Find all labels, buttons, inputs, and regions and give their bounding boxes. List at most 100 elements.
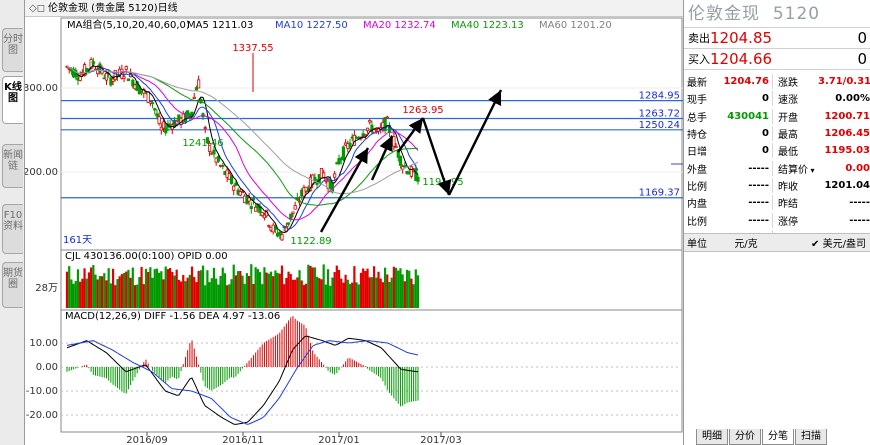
volume-bar bbox=[278, 273, 281, 308]
candle-body bbox=[91, 61, 95, 65]
volume-bar bbox=[416, 275, 420, 308]
volume-bar bbox=[116, 279, 119, 308]
dropdown-arrow-icon[interactable]: ▾ bbox=[808, 165, 815, 175]
volume-bar bbox=[245, 273, 248, 308]
volume-bar bbox=[375, 277, 378, 308]
buy-label: 买入 bbox=[688, 53, 710, 66]
ma-legend-item: MA20 1232.74 bbox=[363, 20, 436, 31]
unit-row: 单位 元/克 ✔ 美元/盎司 bbox=[684, 233, 870, 252]
volume-bar bbox=[155, 268, 159, 308]
volume-bar bbox=[188, 274, 191, 308]
volume-bar bbox=[390, 277, 393, 308]
candle-body bbox=[322, 172, 326, 178]
stat-value: 1200.71 bbox=[824, 110, 870, 122]
tab-timeshare[interactable]: 分时图 bbox=[2, 28, 23, 72]
candle-body bbox=[216, 156, 220, 162]
volume-bar bbox=[98, 276, 102, 308]
tab-ticks[interactable]: 分笔 bbox=[762, 429, 794, 445]
instrument-code: 5120 bbox=[772, 4, 821, 24]
x-axis-label: 2017/01 bbox=[318, 435, 360, 445]
candle-body bbox=[341, 146, 346, 161]
candle-body bbox=[194, 87, 199, 91]
tab-futures-circle[interactable]: 期货圈 bbox=[2, 262, 23, 308]
stat-label: 最高 bbox=[772, 126, 818, 142]
candle-body bbox=[197, 79, 201, 89]
candle-body bbox=[192, 96, 196, 100]
stat-value: 1204.76 bbox=[723, 76, 769, 88]
volume-label: CJL 430136.00(0:100) OPID 0.00 bbox=[65, 251, 228, 262]
candle-body bbox=[155, 113, 159, 117]
stat-row: 比例 ----- 涨停 ----- bbox=[684, 211, 870, 228]
volume-bar bbox=[324, 284, 327, 308]
candle-body bbox=[333, 173, 337, 178]
low-label: 1241.46 bbox=[182, 138, 223, 149]
sell-volume: 0 bbox=[857, 29, 867, 47]
volume-bar bbox=[394, 267, 398, 308]
volume-bar bbox=[197, 270, 200, 308]
candle-body bbox=[153, 108, 157, 111]
tab-scan[interactable]: 扫描 bbox=[795, 429, 827, 445]
volume-bar bbox=[294, 279, 297, 308]
volume-bar bbox=[177, 279, 180, 308]
candle-body bbox=[207, 143, 212, 152]
volume-bar bbox=[272, 276, 275, 308]
stat-value: 1206.45 bbox=[824, 128, 870, 140]
volume-bar bbox=[368, 277, 371, 308]
volume-bar bbox=[208, 282, 211, 308]
candle-body bbox=[126, 78, 131, 82]
volume-bar bbox=[263, 267, 266, 308]
volume-bar bbox=[151, 277, 154, 308]
volume-bar bbox=[65, 271, 69, 308]
volume-bar bbox=[309, 265, 312, 308]
candle-body bbox=[251, 198, 256, 201]
tab-news[interactable]: 新闻链 bbox=[2, 144, 23, 188]
volume-bar bbox=[296, 277, 299, 308]
volume-bar bbox=[136, 284, 139, 308]
volume-bar bbox=[258, 272, 262, 308]
candle-body bbox=[278, 231, 282, 236]
macd-dea-line bbox=[66, 340, 419, 425]
candle-body bbox=[262, 214, 267, 219]
volume-bar bbox=[335, 265, 338, 308]
sell-row: 卖出 1204.85 0 bbox=[684, 28, 870, 49]
trend-arrow bbox=[447, 89, 503, 196]
stat-label: 最低 bbox=[772, 143, 818, 159]
stat-label: 速涨 bbox=[772, 91, 818, 107]
volume-bar bbox=[70, 279, 73, 308]
stat-value: ----- bbox=[849, 197, 870, 209]
candle-body bbox=[368, 120, 372, 123]
candle-body bbox=[157, 116, 161, 125]
tab-kline[interactable]: K线图 bbox=[2, 76, 23, 124]
unit-value[interactable]: 元/克 bbox=[734, 239, 758, 250]
candle-body bbox=[122, 76, 126, 79]
tab-detail[interactable]: 明细 bbox=[696, 429, 728, 445]
volume-bar bbox=[212, 267, 216, 308]
volume-bar bbox=[283, 284, 286, 308]
chart-title: 伦敦金现 (贵金属 5120)日线 bbox=[48, 3, 178, 14]
stat-label: 涨跌 bbox=[772, 74, 818, 90]
moving-average-line bbox=[66, 65, 419, 221]
volume-bar bbox=[158, 272, 161, 308]
candle-body bbox=[148, 101, 152, 104]
volume-bar bbox=[147, 271, 150, 308]
unit-alt-option[interactable]: ✔ 美元/盎司 bbox=[772, 235, 870, 250]
volume-bar bbox=[329, 285, 332, 308]
stat-value: 0.00% bbox=[835, 93, 870, 105]
chart-area[interactable]: ◇◻ 伦敦金现 (贵金属 5120)日线 MA组合(5,10,20,40,60,0… bbox=[25, 0, 683, 445]
volume-bar bbox=[149, 267, 152, 308]
stat-row: 比例 ----- 昨收 1201.04 bbox=[684, 177, 870, 194]
tab-price-distribution[interactable]: 分价 bbox=[729, 429, 761, 445]
volume-bar bbox=[142, 284, 145, 308]
volume-bar bbox=[340, 278, 343, 308]
candle-body bbox=[365, 127, 370, 131]
volume-bar bbox=[397, 270, 400, 308]
volume-bar bbox=[76, 269, 80, 308]
candle-body bbox=[164, 127, 168, 134]
volume-bar bbox=[342, 282, 345, 308]
stat-label: 日增 bbox=[687, 147, 707, 159]
volume-bar bbox=[362, 268, 365, 308]
kline-chart[interactable]: MA组合(5,10,20,40,60,0)MA5 1211.03 MA10 122… bbox=[25, 0, 683, 445]
tab-f10[interactable]: F10资料 bbox=[2, 204, 23, 254]
macd-panel-frame bbox=[60, 309, 683, 433]
high-label: 1337.55 bbox=[232, 43, 273, 54]
